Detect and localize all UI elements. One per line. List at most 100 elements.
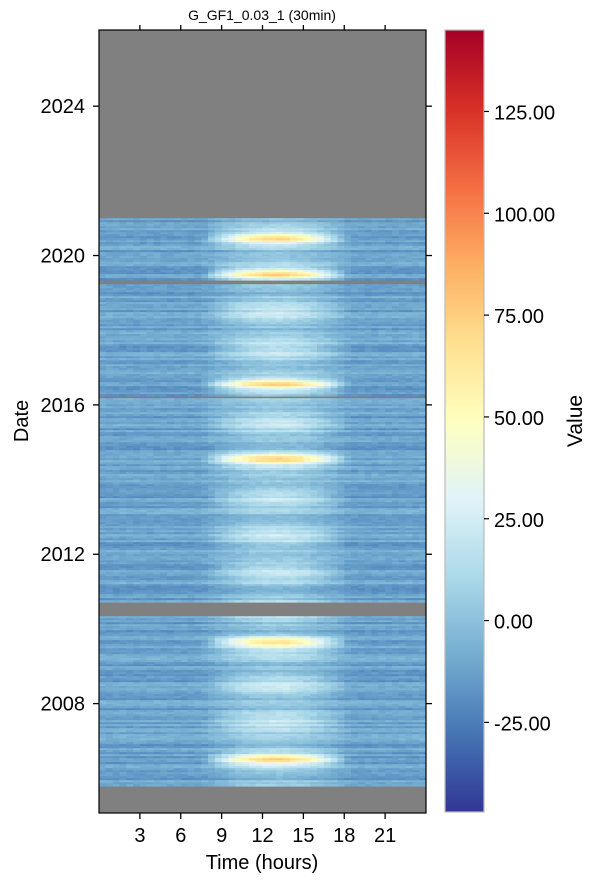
heatmap-cell [208, 276, 216, 279]
heatmap-cell [126, 344, 134, 347]
heatmap-cell [310, 238, 318, 241]
heatmap-cell [357, 250, 366, 253]
heatmap-cell [276, 296, 284, 299]
heatmap-cell [276, 356, 284, 359]
heatmap-cell [228, 346, 236, 349]
heatmap-cell [262, 316, 270, 319]
heatmap-cell [201, 388, 209, 391]
heatmap-cell [187, 290, 195, 293]
heatmap-row [99, 328, 426, 331]
heatmap-cell [296, 312, 304, 315]
heatmap-cell [167, 384, 175, 387]
heatmap-cell [364, 348, 373, 351]
heatmap-cell [105, 378, 114, 381]
heatmap-cell [248, 256, 257, 259]
heatmap-cell [337, 386, 345, 389]
heatmap-cell [235, 376, 243, 379]
heatmap-cell [119, 246, 127, 249]
heatmap-cell [214, 222, 223, 225]
heatmap-cell [99, 368, 107, 371]
heatmap-cell [371, 334, 379, 337]
heatmap-cell [317, 346, 325, 349]
heatmap-cell [412, 230, 420, 233]
heatmap-cell [351, 364, 359, 367]
heatmap-cell [105, 336, 114, 339]
heatmap-cell [398, 266, 407, 269]
heatmap-cell [153, 260, 161, 263]
heatmap-cell [112, 328, 121, 331]
heatmap-cell [364, 218, 373, 221]
heatmap-cell [221, 236, 230, 239]
heatmap-cell [99, 252, 107, 255]
heatmap-cell [310, 332, 318, 335]
heatmap-cell [364, 304, 373, 307]
heatmap-cell [310, 274, 318, 277]
heatmap-cell [173, 254, 182, 257]
heatmap-cell [173, 350, 182, 353]
heatmap-cell [180, 258, 189, 261]
heatmap-cell [337, 254, 345, 257]
heatmap-cell [323, 296, 332, 299]
heatmap-cell [133, 314, 141, 317]
heatmap-cell [105, 342, 114, 345]
heatmap-cell [303, 298, 311, 301]
heatmap-cell [357, 322, 366, 325]
heatmap-cell [126, 244, 134, 247]
heatmap-cell [344, 386, 352, 389]
heatmap-cell [405, 318, 413, 321]
heatmap-cell [112, 316, 121, 319]
heatmap-row [99, 272, 426, 275]
heatmap-cell [310, 276, 318, 279]
heatmap-cell [221, 330, 230, 333]
heatmap-cell [194, 220, 202, 223]
heatmap-cell [262, 368, 270, 371]
heatmap-cell [255, 334, 264, 337]
heatmap-row [99, 224, 426, 227]
heatmap-cell [269, 262, 277, 265]
heatmap-cell [398, 336, 407, 339]
heatmap-cell [303, 252, 311, 255]
heatmap-cell [419, 224, 426, 227]
heatmap-cell [419, 276, 426, 279]
heatmap-cell [139, 378, 148, 381]
heatmap-cell [221, 320, 230, 323]
heatmap-cell [112, 300, 121, 303]
heatmap-cell [412, 276, 420, 279]
heatmap-cell [153, 364, 161, 367]
heatmap-cell [194, 380, 202, 383]
heatmap-cell [344, 258, 352, 261]
heatmap-cell [337, 388, 345, 391]
heatmap-cell [276, 318, 284, 321]
heatmap-cell [242, 338, 250, 341]
heatmap-cell [139, 220, 148, 223]
heatmap-cell [214, 242, 223, 245]
heatmap-cell [391, 238, 400, 241]
heatmap-cell [317, 300, 325, 303]
heatmap-cell [133, 340, 141, 343]
heatmap-row [99, 292, 426, 295]
heatmap-cell [167, 308, 175, 311]
heatmap-cell [296, 218, 304, 221]
heatmap-cell [119, 278, 127, 281]
heatmap-cell [248, 368, 257, 371]
heatmap-cell [167, 388, 175, 391]
heatmap-cell [146, 292, 155, 295]
heatmap-cell [99, 374, 107, 377]
heatmap-cell [208, 274, 216, 277]
heatmap-cell [160, 258, 168, 261]
heatmap-cell [296, 384, 304, 387]
heatmap-cell [351, 256, 359, 259]
heatmap-cell [160, 274, 168, 277]
heatmap-cell [187, 366, 195, 369]
heatmap-cell [276, 292, 284, 295]
heatmap-cell [323, 370, 332, 373]
heatmap-cell [317, 344, 325, 347]
heatmap-cell [242, 336, 250, 339]
heatmap-cell [187, 266, 195, 269]
heatmap-cell [160, 260, 168, 263]
heatmap-cell [385, 372, 393, 375]
heatmap-cell [262, 250, 270, 253]
heatmap-cell [167, 258, 175, 261]
heatmap-cell [310, 320, 318, 323]
heatmap-cell [139, 314, 148, 317]
